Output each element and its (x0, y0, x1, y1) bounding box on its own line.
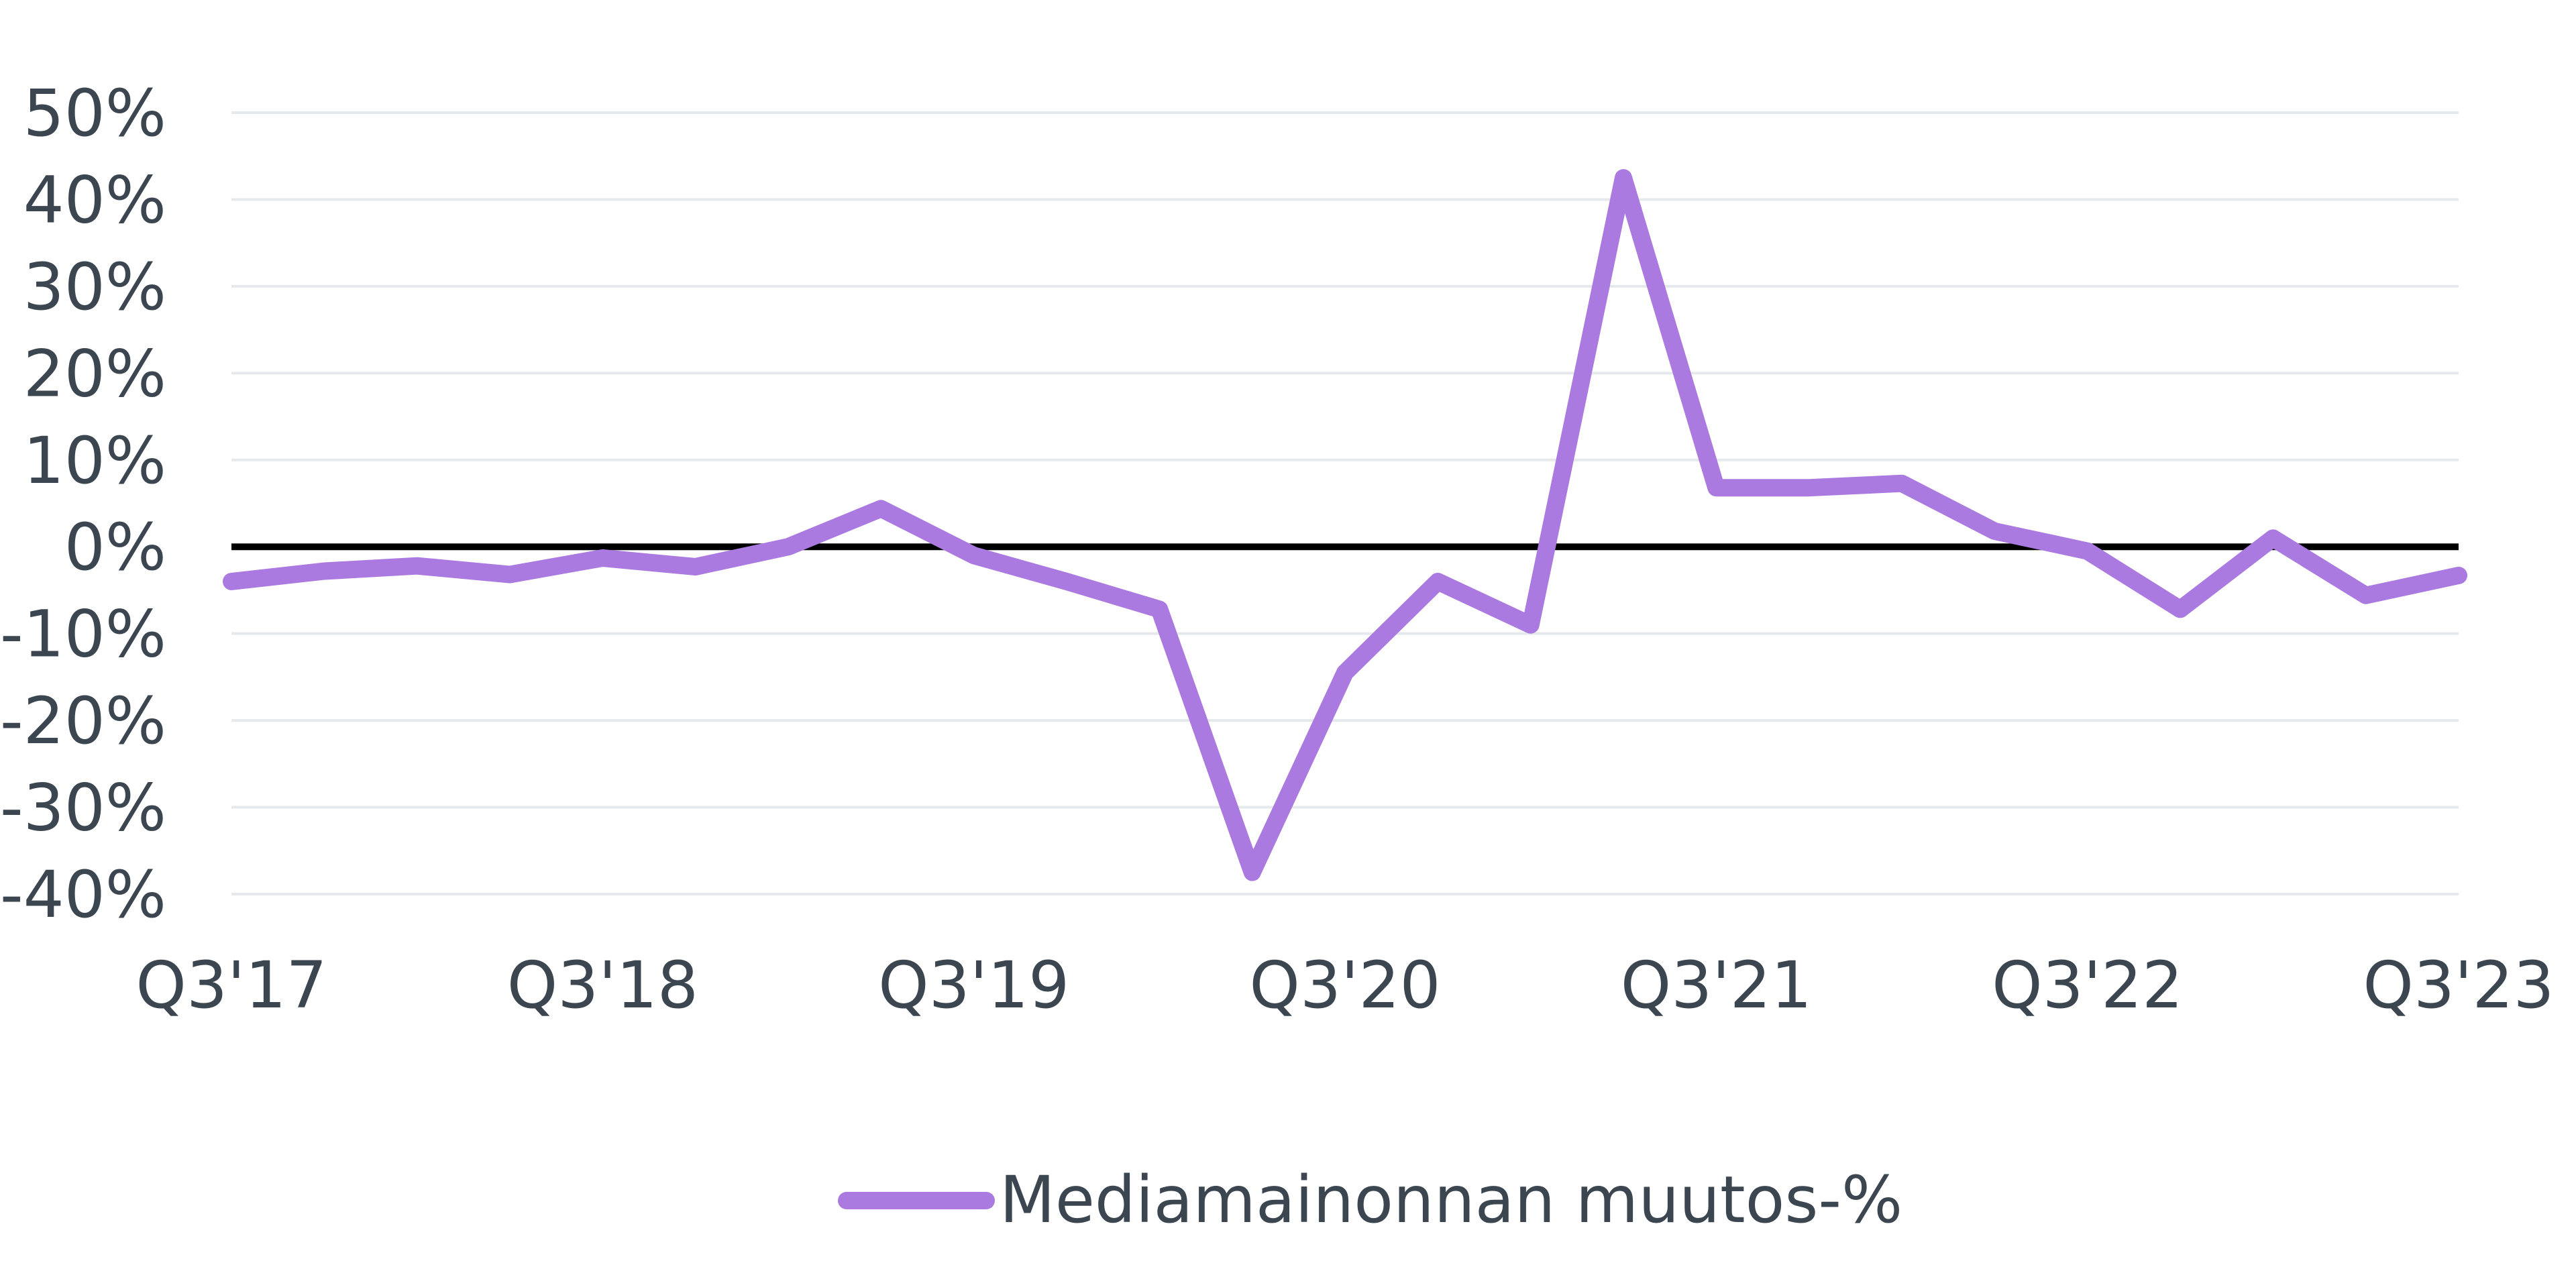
series-line (223, 169, 2467, 881)
y-axis-tick-labels: 50% 40% 30% 20% 10% 0% -10% -20% -30% -40% (0, 76, 166, 932)
legend: Mediamainonnan muutos-% (838, 1162, 1902, 1237)
y-tick-label: 0% (64, 510, 166, 585)
x-axis-tick-labels: Q3'17 Q3'18 Q3'19 Q3'20 Q3'21 Q3'22 Q3'23 (136, 948, 2554, 1023)
x-tick-label: Q3'17 (136, 948, 327, 1023)
x-tick-label: Q3'23 (2363, 948, 2554, 1023)
y-tick-label: 10% (23, 423, 166, 498)
y-tick-label: 50% (23, 76, 166, 151)
x-tick-label: Q3'21 (1621, 948, 1812, 1023)
y-tick-label: -40% (0, 857, 166, 932)
x-tick-label: Q3'18 (507, 948, 698, 1023)
y-tick-label: -10% (0, 597, 166, 672)
y-tick-label: 30% (23, 250, 166, 325)
x-tick-label: Q3'20 (1249, 948, 1440, 1023)
y-tick-label: 40% (23, 162, 166, 237)
x-tick-label: Q3'22 (1992, 948, 2183, 1023)
x-tick-label: Q3'19 (878, 948, 1069, 1023)
y-tick-label: -20% (0, 683, 166, 759)
y-tick-label: 20% (23, 336, 166, 411)
gridlines (231, 111, 2459, 895)
y-tick-label: -30% (0, 771, 166, 846)
legend-label: Mediamainonnan muutos-% (1000, 1162, 1902, 1237)
series-layer (223, 169, 2467, 881)
